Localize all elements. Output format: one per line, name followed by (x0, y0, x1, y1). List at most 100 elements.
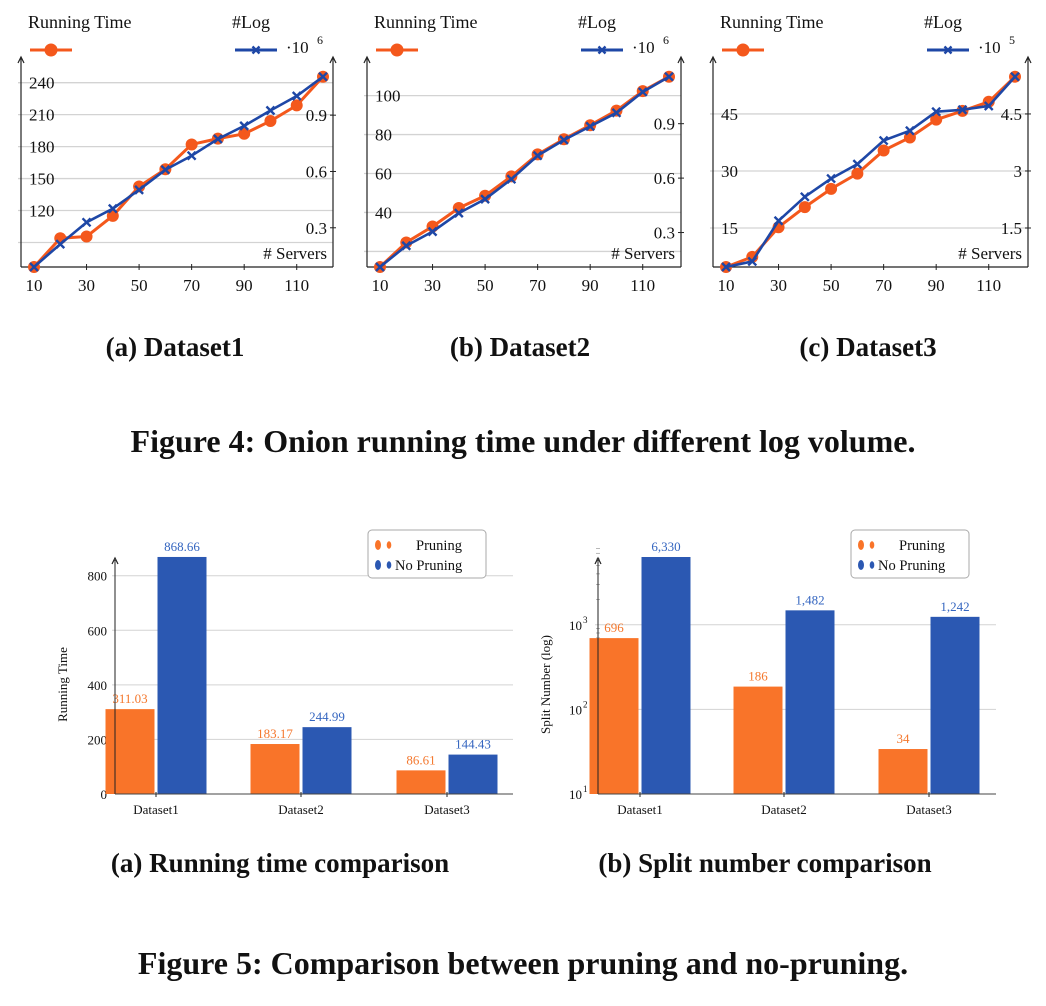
x-tick-label: 10 (718, 276, 735, 295)
legend-log-exponent: 5 (1009, 33, 1015, 47)
legend-log-label: #Log (578, 12, 616, 32)
pruning-value-label: 186 (748, 669, 768, 684)
fig4a-chart: 120 150 180 210 240 0.3 0.6 0.9 10 30 50 70 90 110 # S… (17, 12, 337, 295)
legend-no-pruning-label: No Pruning (878, 558, 945, 574)
x-axis-label: # Servers (263, 244, 327, 263)
legend-no-pruning-label: No Pruning (395, 558, 462, 574)
fig5b-subcaption: (b) Split number comparison (598, 848, 932, 878)
pruning-value-label: 34 (897, 731, 911, 746)
log-point (506, 174, 517, 185)
fig4c-chart: 15 30 45 1.5 3 4.5 10 30 50 70 90 110 # Servers Runni… (709, 12, 1032, 295)
y-tick-label: 600 (88, 623, 108, 638)
no-pruning-value-label: 1,482 (795, 592, 824, 607)
no-pruning-bar (930, 616, 980, 794)
right-axis-arrow (329, 55, 337, 64)
left-tick-label: 210 (29, 106, 55, 125)
legend-log-marker (943, 45, 953, 55)
y-tick-label: 10 (569, 702, 582, 717)
x-tick-label: Dataset1 (133, 802, 178, 817)
running-time-point (133, 180, 146, 193)
no-pruning-bar (157, 556, 207, 794)
x-tick-label: 110 (976, 276, 1001, 295)
legend-marker (375, 560, 381, 570)
right-tick-label: 0.6 (306, 162, 327, 181)
log-point (453, 208, 464, 218)
x-tick-label: Dataset1 (617, 802, 662, 817)
left-tick-label: 180 (29, 138, 55, 157)
log-point (637, 87, 648, 97)
pruning-value-label: 311.03 (112, 691, 147, 706)
no-pruning-value-label: 244.99 (309, 709, 345, 724)
x-tick-label: 90 (928, 276, 945, 295)
y-tick-label: 200 (88, 732, 108, 747)
right-tick-label: 0.9 (654, 115, 675, 134)
fig5a-subcaption: (a) Running time comparison (110, 848, 450, 878)
legend-box (850, 529, 970, 579)
right-tick-label: 1.5 (1001, 219, 1022, 238)
log-point (427, 226, 438, 237)
legend-log-multiplier: ·10 (978, 38, 1001, 57)
log-point (55, 239, 66, 249)
y-tick-label: 0 (101, 787, 108, 802)
x-tick-label: Dataset2 (278, 802, 323, 817)
legend-log-multiplier: ·10 (632, 38, 655, 57)
figure5-caption: Figure 5: Comparison between pruning and… (137, 945, 909, 981)
x-tick-label: 30 (424, 276, 441, 295)
left-tick-label: 100 (375, 87, 401, 106)
left-axis-arrow (363, 55, 371, 64)
no-pruning-value-label: 144.43 (455, 737, 491, 752)
x-tick-label: 30 (78, 276, 95, 295)
legend-pruning-label: Pruning (416, 538, 462, 554)
log-point (480, 194, 490, 205)
pruning-value-label: 696 (604, 620, 624, 635)
y-tick-exponent: 2 (583, 699, 588, 709)
legend-marker (858, 560, 864, 570)
left-axis-arrow (17, 55, 25, 64)
right-tick-label: 4.5 (1001, 105, 1022, 124)
log-line (33, 75, 324, 268)
x-tick-label: 70 (875, 276, 892, 295)
running-time-point (825, 182, 838, 195)
log-point (773, 215, 784, 226)
legend-running-time-marker (44, 43, 58, 57)
right-axis-arrow (1024, 55, 1032, 64)
no-pruning-value-label: 6,330 (651, 539, 680, 554)
x-tick-label: 110 (284, 276, 309, 295)
y-axis-label: Split Number (log) (538, 635, 553, 734)
log-point (905, 125, 915, 136)
legend-box (367, 529, 487, 579)
pruning-value-label: 86.61 (406, 752, 435, 767)
log-point (721, 262, 731, 272)
fig4b-chart: 40 60 80 100 0.3 0.6 0.9 10 30 50 70 90 110 # Servers… (363, 12, 685, 295)
x-tick-label: 50 (823, 276, 840, 295)
y-tick-label: 10 (569, 618, 582, 633)
running-time-point (479, 189, 492, 202)
x-tick-label: Dataset3 (424, 802, 469, 817)
log-point (375, 262, 385, 272)
right-tick-label: 3 (1014, 162, 1023, 181)
x-tick-label: 70 (529, 276, 546, 295)
left-tick-label: 15 (721, 219, 738, 238)
log-point (611, 107, 622, 118)
log-point (239, 121, 250, 131)
y-tick-exponent: 3 (583, 615, 588, 625)
x-tick-label: 10 (372, 276, 389, 295)
y-tick-exponent: 1 (583, 784, 588, 794)
right-tick-label: 0.9 (306, 106, 327, 125)
pruning-bar (396, 770, 446, 794)
running-time-point (264, 115, 277, 128)
right-tick-label: 0.3 (306, 219, 327, 238)
log-point (983, 101, 994, 111)
x-tick-label: 50 (131, 276, 148, 295)
running-time-point (982, 95, 995, 108)
log-point (585, 121, 596, 132)
x-tick-label: 10 (26, 276, 43, 295)
left-tick-label: 45 (721, 105, 738, 124)
pruning-bar (589, 638, 639, 794)
log-point (29, 262, 39, 272)
fig5a-chart: 0 200 400 600 800 311.03 183.17 86.61 868.66 244.… (55, 529, 513, 817)
legend-marker (375, 540, 381, 550)
fig4b-subcaption: (b) Dataset2 (449, 332, 591, 362)
